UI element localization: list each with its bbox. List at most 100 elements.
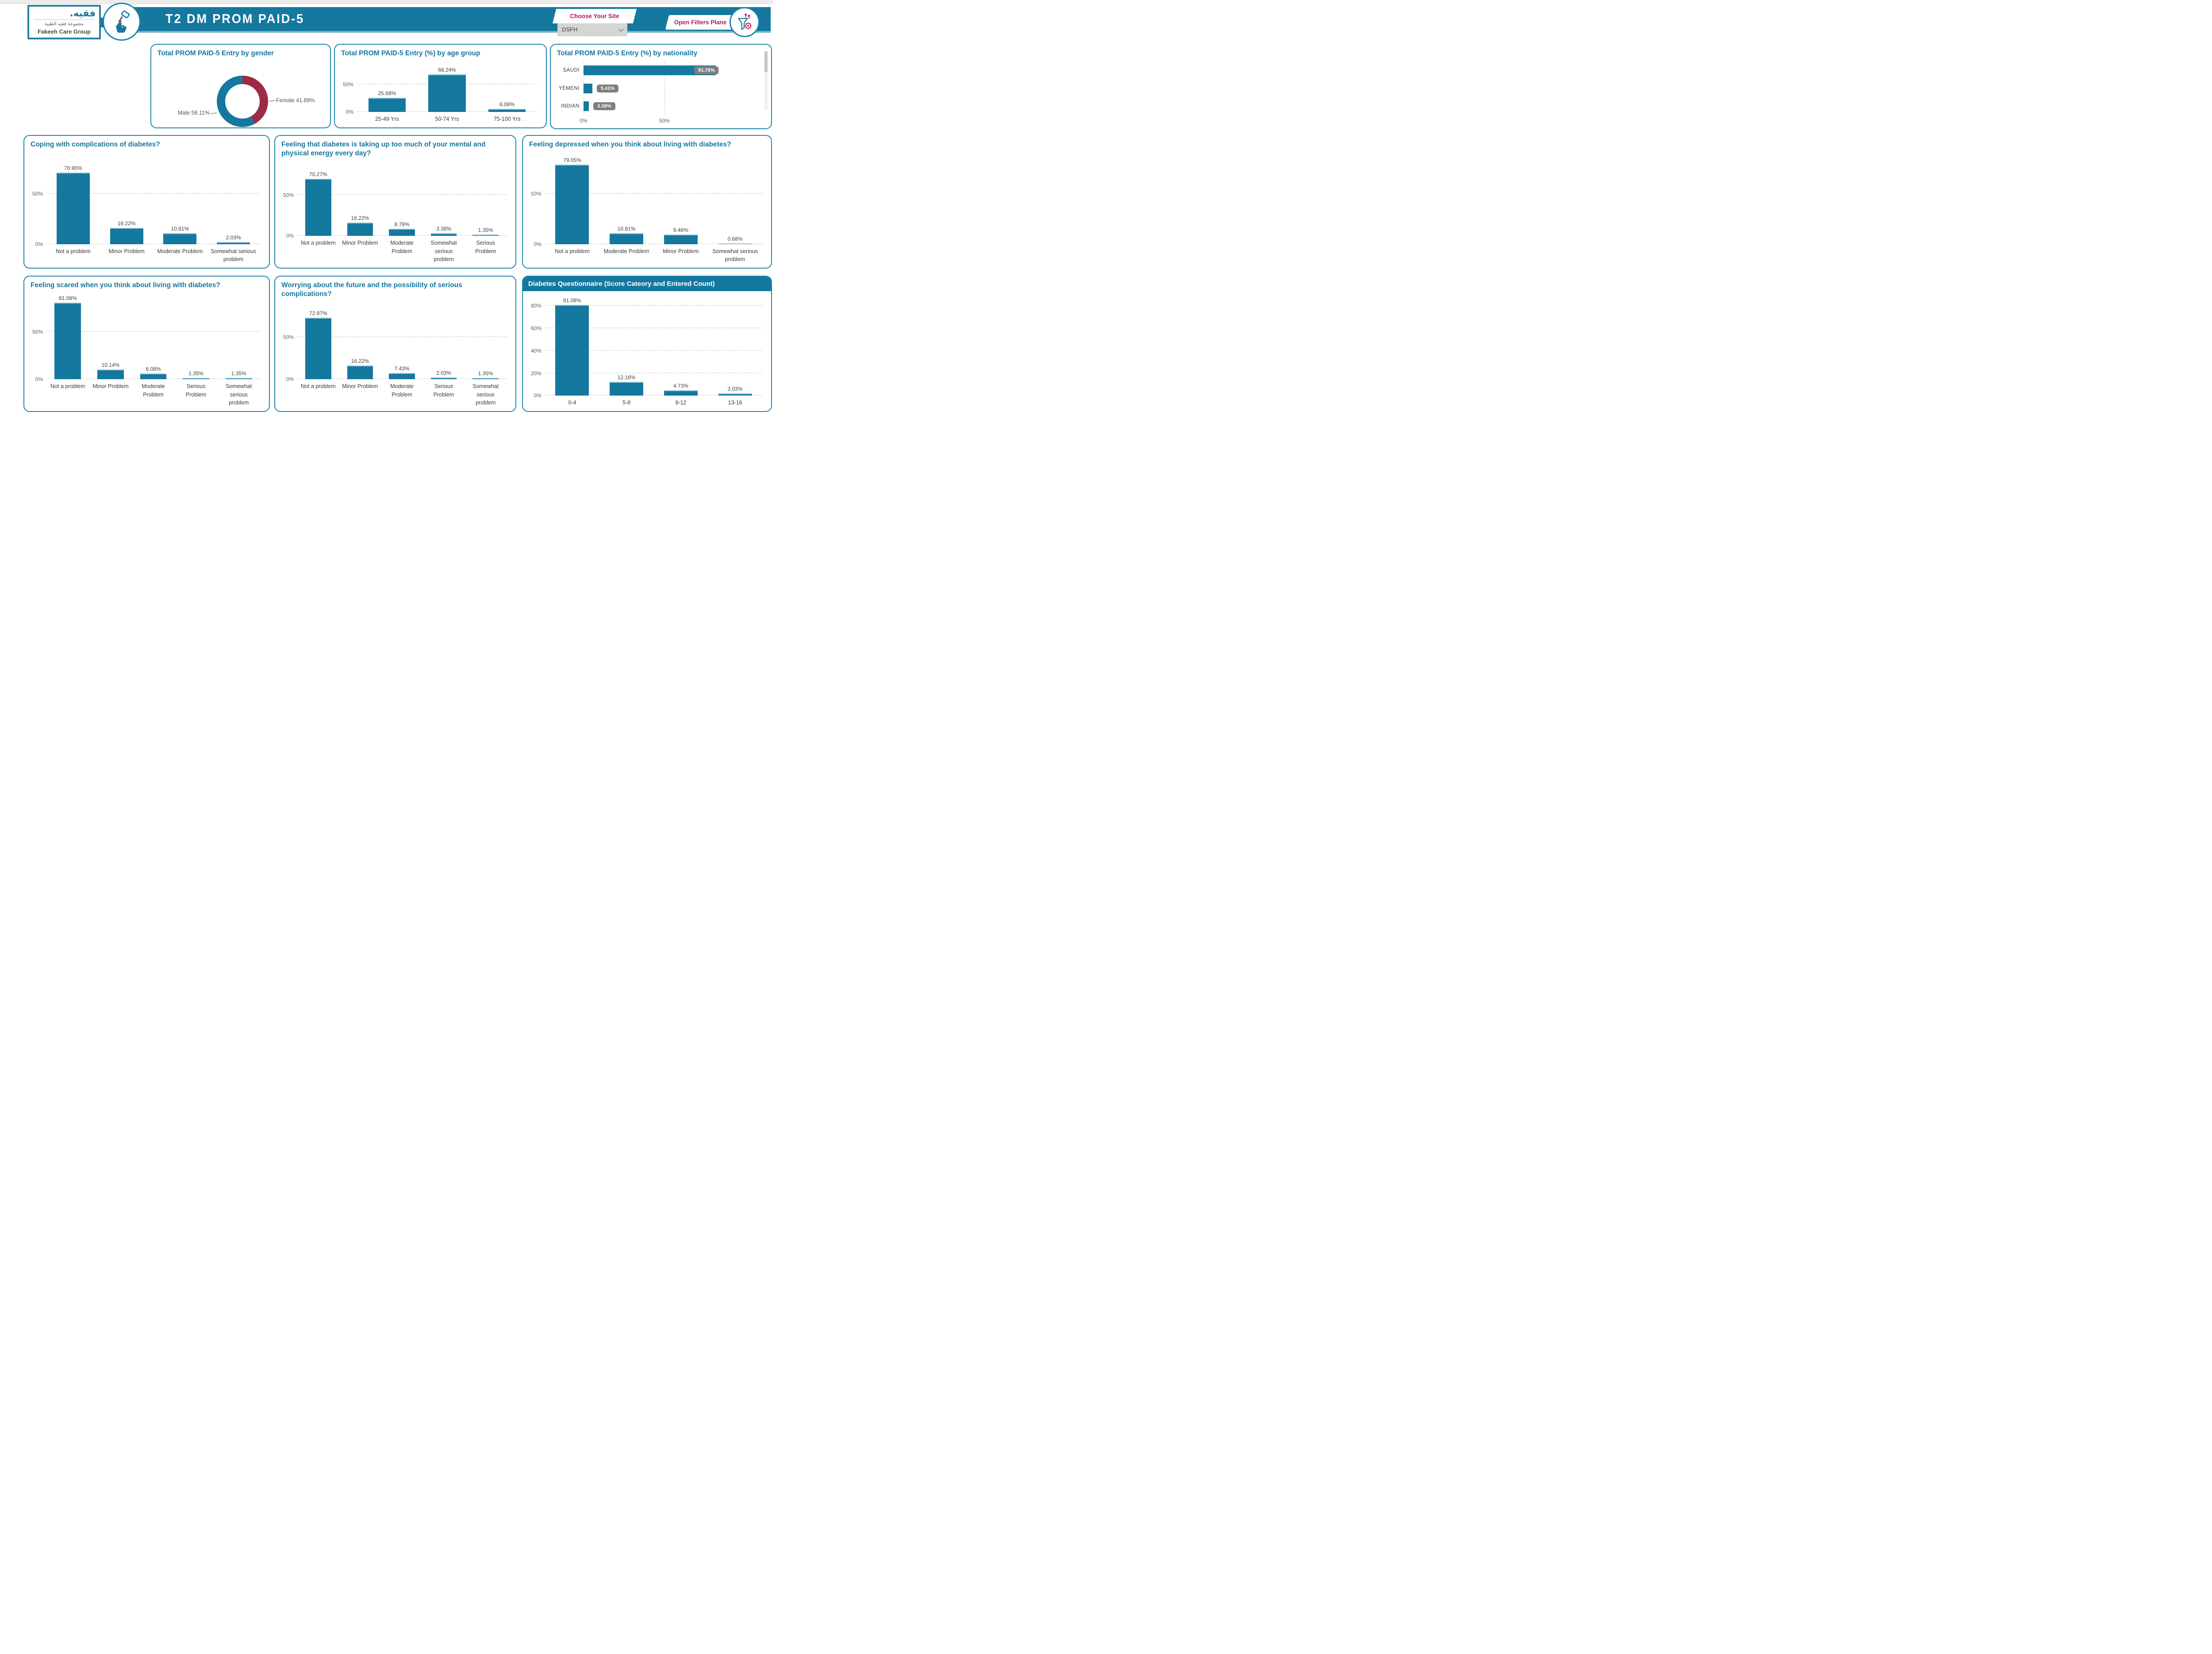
bar-not-a-problem[interactable]	[305, 178, 331, 236]
category-axis: Not a problem Minor Problem Moderate Probl…	[297, 382, 507, 407]
donut-gender[interactable]	[217, 76, 268, 127]
bar-minor-problem[interactable]	[110, 227, 143, 244]
chart-title: Total PROM PAID-5 Entry (%) by nationali…	[557, 50, 698, 57]
bar-moderate-problem[interactable]	[610, 233, 644, 244]
plot-area: 0% 50% 81.08% 10.14% 6.08% 1.35% 1.35%	[32, 294, 260, 382]
card-gender-donut: Total PROM PAID-5 Entry by gender Female…	[150, 44, 331, 128]
bar-somewhat-serious-problem[interactable]	[472, 378, 499, 379]
card-depressed: Feeling depressed when you think about l…	[522, 135, 772, 269]
category-label: Moderate Problem	[157, 248, 203, 254]
plot-area: 0% 50% 70.27% 16.22% 8.78% 3.38% 1.35%	[283, 162, 507, 239]
bar-75-100-yrs[interactable]	[488, 108, 526, 112]
nationality-bar-chart: SAUDI YEMENI INDIAN 81.76% 5.41% 3.38% 0% 50%	[551, 59, 771, 128]
bar-moderate-problem[interactable]	[389, 373, 415, 379]
y-axis-tick: 50%	[530, 190, 541, 197]
bar-serious-problem[interactable]	[430, 377, 457, 379]
bar-slot: 2.03%	[708, 295, 762, 396]
bar-somewhat-serious-problem[interactable]	[718, 243, 752, 244]
category-label: Serious Problem	[475, 239, 496, 254]
category-label: 0-4	[568, 400, 576, 406]
plot-area: SAUDI YEMENI INDIAN 81.76% 5.41% 3.38%	[555, 62, 765, 115]
y-axis-tick: 50%	[283, 192, 294, 198]
bar-slot: 2.03%	[207, 154, 260, 244]
category-axis: 25-49 Yrs 50-74 Yrs 75-100 Yrs	[357, 115, 537, 123]
bar-13-16[interactable]	[718, 393, 752, 396]
bar-5-8[interactable]	[610, 382, 644, 396]
gridline	[46, 192, 260, 194]
window-top-strip	[0, 0, 773, 4]
plot-area: 0% 50% 25.68% 68.24% 6.08%	[343, 62, 537, 115]
category-axis: Not a problem Minor Problem Moderate Probl…	[46, 247, 260, 264]
bar-moderate-problem[interactable]	[389, 228, 415, 236]
category-label: Somewhat serious problem	[472, 383, 499, 406]
bar-slot: 12.16%	[599, 295, 654, 396]
bar-value-chip: 5.41%	[596, 84, 618, 92]
bar-value-label: 1.35%	[478, 227, 493, 234]
bar-9-12[interactable]	[664, 390, 698, 396]
bar-slot: 81.08%	[46, 294, 89, 379]
callout-line	[269, 100, 276, 102]
bar-moderate-problem[interactable]	[163, 233, 197, 244]
category-label: Serious Problem	[433, 383, 454, 398]
bar-value-chip: 81.76%	[694, 66, 719, 75]
bars-group: 72.97% 16.22% 7.43% 2.03% 1.35%	[297, 303, 507, 379]
bar-minor-problem[interactable]	[97, 369, 124, 379]
bar-slot: 2.03%	[423, 303, 465, 379]
bar-minor-problem[interactable]	[347, 365, 373, 379]
bar-slot: 1.35%	[465, 162, 507, 236]
bar-0-4[interactable]	[555, 304, 589, 396]
site-select[interactable]: DSFH	[557, 23, 627, 36]
bar-value-label: 7.43%	[394, 365, 410, 372]
category-label: 9-12	[675, 400, 687, 406]
bar-value-chip: 3.38%	[593, 102, 615, 110]
category-label: Somewhat serious problem	[430, 239, 457, 263]
y-axis-tick: 0%	[346, 109, 353, 115]
filters-badge-button[interactable]	[730, 7, 760, 37]
card-age-group: Total PROM PAID-5 Entry (%) by age group…	[334, 44, 547, 128]
bar-not-a-problem[interactable]	[555, 165, 589, 244]
bar-saudi[interactable]	[584, 65, 716, 76]
bar-somewhat-serious-problem[interactable]	[430, 233, 457, 236]
y-axis-tick: 80%	[530, 303, 541, 309]
category-label: Not a problem	[301, 383, 336, 389]
category-label: Moderate Problem	[142, 383, 165, 398]
chart-title-band: Diabetes Questionnaire (Score Cateory an…	[523, 277, 771, 291]
bar-slot: 72.97%	[297, 303, 339, 379]
bar-value-label: 10.81%	[171, 225, 189, 232]
scrollbar-thumb[interactable]	[764, 51, 768, 73]
bar-moderate-problem[interactable]	[140, 373, 167, 379]
open-filters-button[interactable]: Open Filters Plane	[665, 15, 736, 30]
callout-line	[210, 112, 217, 114]
bar-slot: 7.43%	[381, 303, 423, 379]
gridline	[545, 243, 762, 244]
bar-25-49-yrs[interactable]	[368, 98, 406, 112]
bar-minor-problem[interactable]	[347, 222, 373, 236]
bar-50-74-yrs[interactable]	[428, 74, 466, 112]
y-axis-tick: 20%	[530, 370, 541, 377]
bar-serious-problem[interactable]	[183, 377, 210, 379]
blood-test-hand-icon	[116, 10, 130, 33]
chart-title: Total PROM PAID-5 Entry by gender	[157, 50, 274, 57]
category-label: Somewhat serious problem	[211, 248, 257, 263]
category-label: Moderate Problem	[390, 239, 414, 254]
x-axis-tick: 50%	[659, 118, 670, 124]
bar-value-label: 81.08%	[58, 295, 77, 302]
bar-indian[interactable]	[584, 101, 589, 111]
bar-yemeni[interactable]	[584, 83, 592, 93]
coping-bar-chart: 0% 50% 70.95% 16.22% 10.81% 2.03% Not a proble…	[24, 150, 269, 268]
bar-somewhat-serious-problem[interactable]	[225, 377, 252, 379]
bar-slot: 1.35%	[217, 294, 260, 379]
bar-somewhat-serious-problem[interactable]	[217, 242, 250, 244]
bar-not-a-problem[interactable]	[54, 303, 81, 379]
scrollbar-track[interactable]	[764, 51, 768, 111]
bar-not-a-problem[interactable]	[56, 173, 90, 244]
bar-value-label: 1.35%	[231, 370, 246, 377]
gridline	[545, 305, 762, 306]
bar-value-label: 16.22%	[351, 215, 369, 221]
bar-minor-problem[interactable]	[664, 235, 698, 244]
plot-area: 0% 50% 79.05% 10.81% 9.46% 0.68%	[531, 154, 762, 247]
score-category-bar-chart: 0% 20% 40% 60% 80% 81.08% 12.16% 4.73% 2.03% 0-4 5…	[523, 291, 771, 411]
gender-donut-chart: Female 41.89% Male 58.11%	[151, 59, 330, 127]
bar-value-label: 1.35%	[478, 370, 493, 377]
bar-not-a-problem[interactable]	[305, 317, 331, 379]
